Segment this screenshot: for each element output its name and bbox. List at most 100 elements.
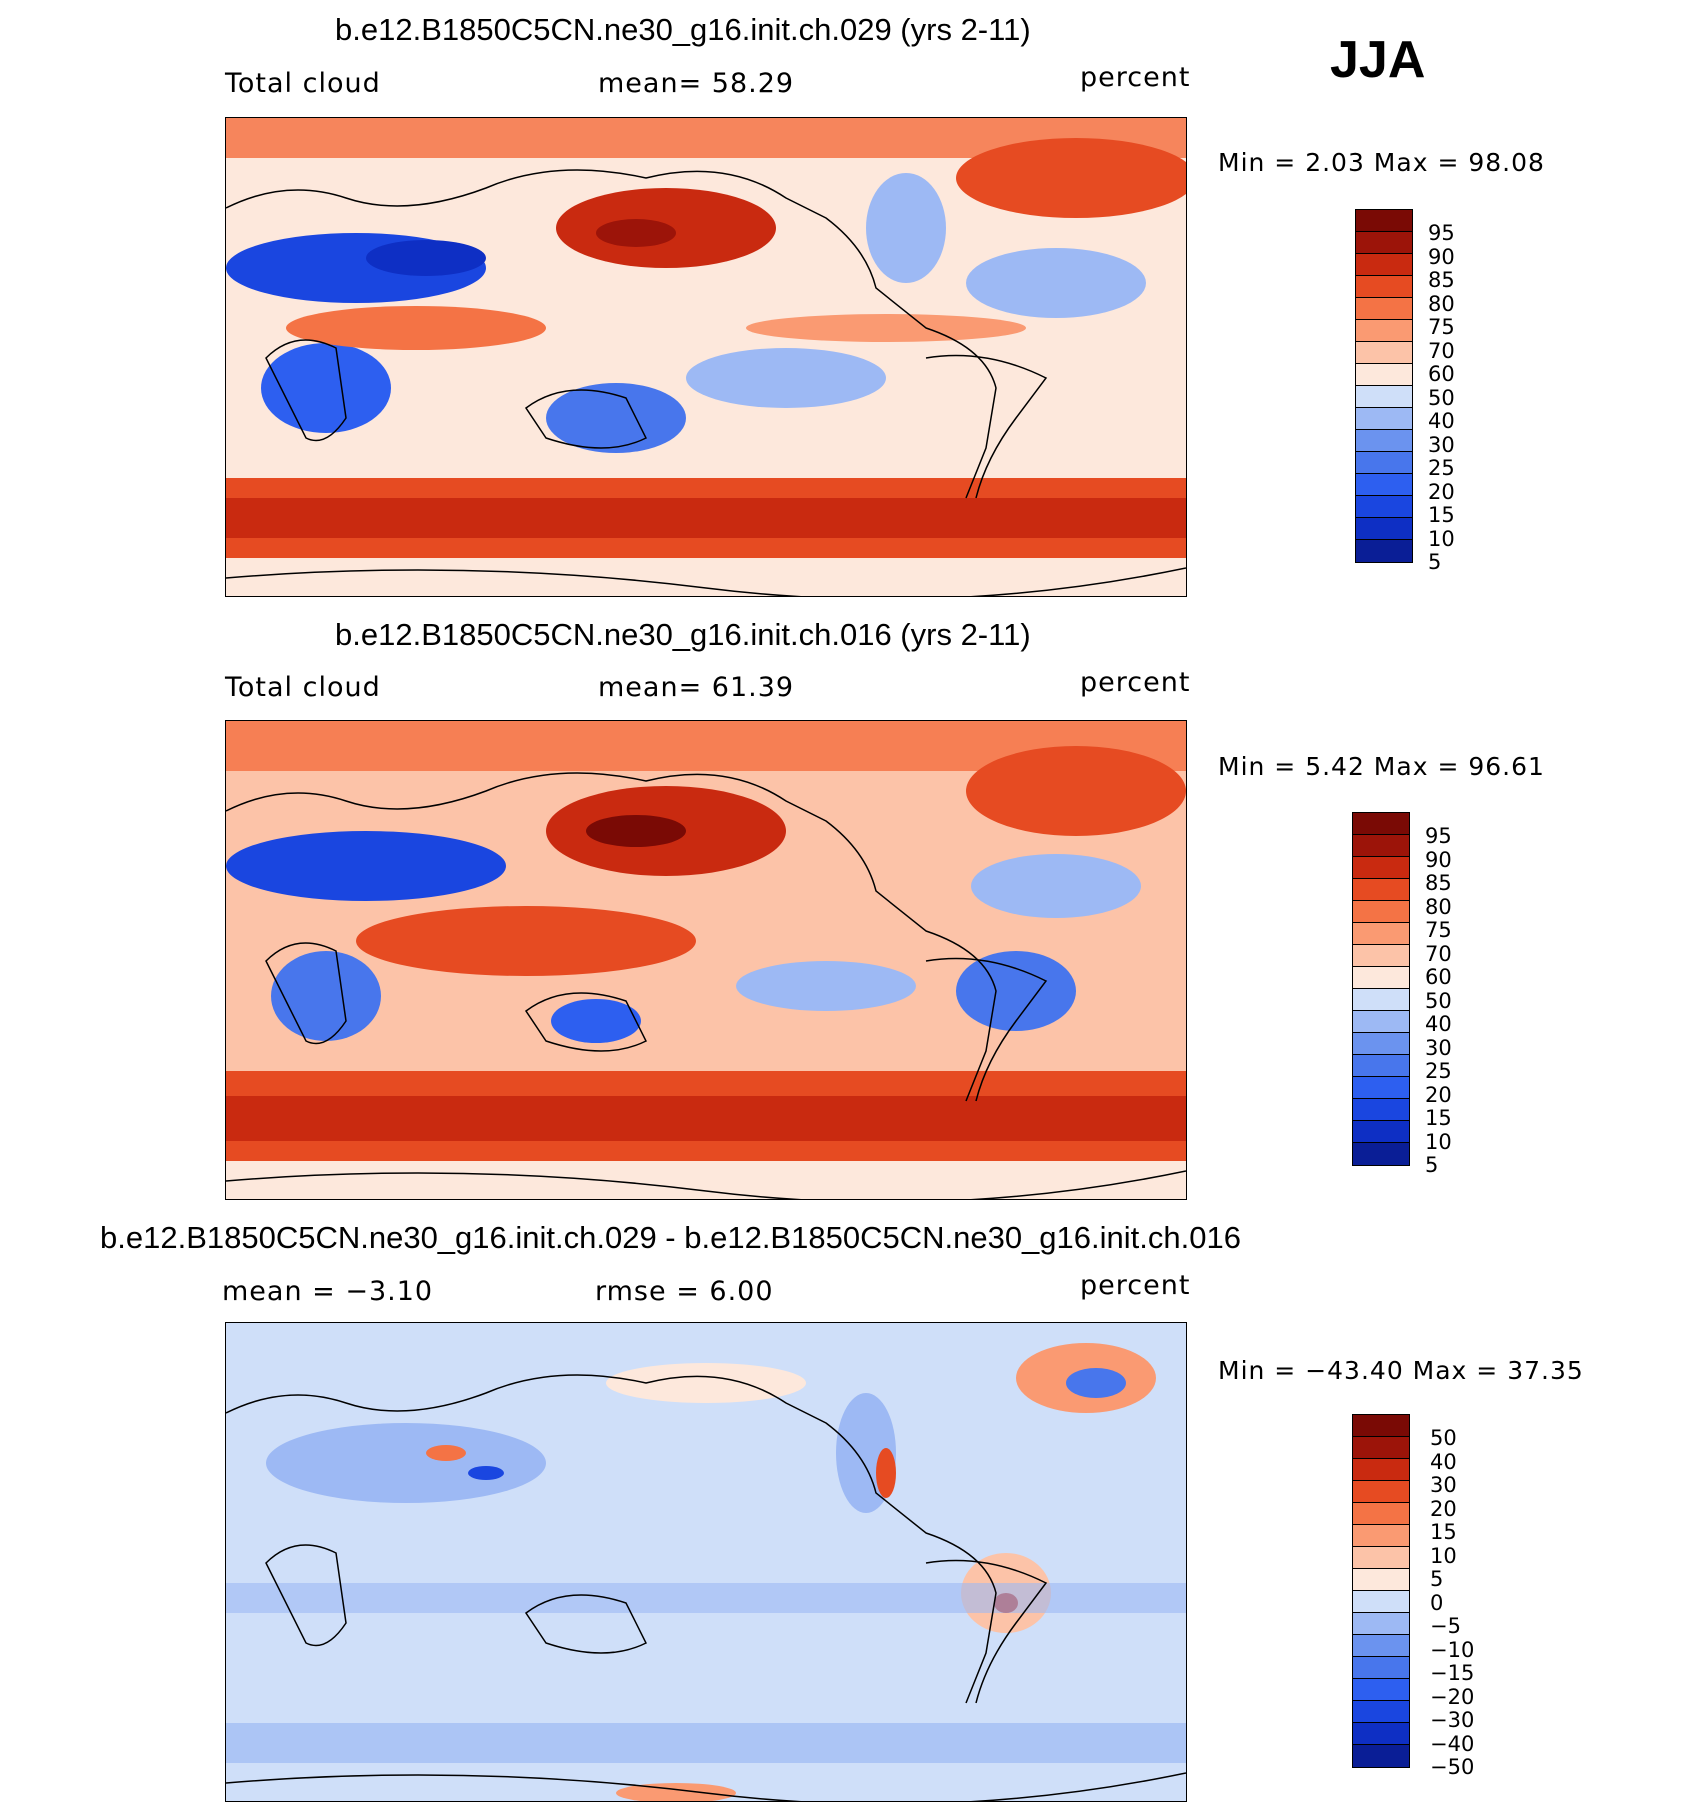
panel-2-colorbar-tick-label: 95: [1425, 824, 1452, 848]
panel-1-colorbar-box: [1356, 232, 1412, 254]
panel-2-colorbar-box: [1353, 1055, 1409, 1077]
panel-3-colorbar-box: [1353, 1415, 1409, 1437]
panel-3-map: [225, 1322, 1187, 1802]
panel-1-colorbar-box: [1356, 496, 1412, 518]
panel-3-colorbar-tick-label: −40: [1430, 1731, 1475, 1756]
panel-1-min-max: Min = 2.03 Max = 98.08: [1218, 148, 1545, 177]
panel-2-colorbar-box: [1353, 857, 1409, 879]
panel-2-colorbar-tick-label: 75: [1425, 918, 1452, 942]
panel-3-colorbar-tick-label: −15: [1430, 1661, 1475, 1685]
panel-1-colorbar-tick-label: 5: [1428, 550, 1442, 574]
panel-2-colorbar-tick-label: 20: [1425, 1082, 1452, 1107]
panel-3-colorbar-tick-label: 0: [1430, 1590, 1444, 1615]
panel-2-colorbar-tick-label: 40: [1425, 1012, 1452, 1036]
panel-2-colorbar-box: [1353, 989, 1409, 1011]
panel-1-colorbar-box: [1356, 474, 1412, 496]
panel-3-colorbar-box: [1353, 1745, 1409, 1767]
panel-2-colorbar-box: [1353, 879, 1409, 901]
panel-2-colorbar-box: [1353, 1077, 1409, 1099]
panel-1-colorbar-labels: 95 90 85 80 75 70 60 50 40 30 25 20 15 10 5: [1428, 221, 1455, 575]
panel-3-colorbar-tick-label: −20: [1430, 1684, 1475, 1709]
panel-2-colorbar-tick-label: 10: [1425, 1129, 1452, 1154]
panel-1-colorbar-box: [1356, 408, 1412, 430]
panel-1-colorbar-box: [1356, 452, 1412, 474]
panel-3-colorbar-box: [1353, 1635, 1409, 1657]
panel-3-colorbar-box: [1353, 1481, 1409, 1503]
panel-2-colorbar-tick-label: 90: [1425, 847, 1452, 872]
panel-2-colorbar-box: [1353, 835, 1409, 857]
panel-1-colorbar-tick-label: 15: [1428, 503, 1455, 527]
panel-1-colorbar-tick-label: 85: [1428, 268, 1455, 292]
panel-3-colorbar-tick-label: −5: [1430, 1614, 1461, 1638]
panel-1-colorbar-tick-label: 75: [1428, 315, 1455, 339]
panel-3-colorbar-box: [1353, 1547, 1409, 1569]
panel-1-colorbar-tick-label: 30: [1428, 432, 1455, 457]
panel-2-mean-label: mean= 61.39: [598, 672, 795, 703]
panel-3-colorbar-tick-label: −30: [1430, 1708, 1475, 1732]
panel-2-map: [225, 720, 1187, 1200]
panel-3-units-label: percent: [1080, 1270, 1191, 1301]
panel-2-colorbar-box: [1353, 901, 1409, 923]
panel-1-colorbar-box: [1356, 540, 1412, 562]
panel-2-title: b.e12.B1850C5CN.ne30_g16.init.ch.016 (yr…: [335, 617, 1031, 652]
panel-2-colorbar-tick-label: 70: [1425, 941, 1452, 966]
panel-1-colorbar-box: [1356, 298, 1412, 320]
panel-2-colorbar-box: [1353, 1121, 1409, 1143]
panel-1-colorbar-tick-label: 50: [1428, 385, 1455, 410]
panel-1-colorbar-tick-label: 60: [1428, 362, 1455, 386]
panel-3-title: b.e12.B1850C5CN.ne30_g16.init.ch.029 - b…: [100, 1220, 1241, 1255]
panel-2-map-plot: [226, 721, 1186, 1199]
panel-3-colorbar-tick-label: 10: [1430, 1543, 1457, 1568]
panel-3-colorbar-tick-label: −50: [1430, 1755, 1475, 1779]
panel-1-colorbar-box: [1356, 430, 1412, 452]
panel-2-colorbar-labels: 95 90 85 80 75 70 60 50 40 30 25 20 15 10 5: [1425, 824, 1452, 1178]
panel-1-colorbar-box: [1356, 320, 1412, 342]
panel-3-colorbar-tick-label: 30: [1430, 1473, 1457, 1497]
panel-1-title: b.e12.B1850C5CN.ne30_g16.init.ch.029 (yr…: [335, 12, 1031, 47]
panel-2-colorbar-box: [1353, 967, 1409, 989]
panel-3-colorbar-box: [1353, 1503, 1409, 1525]
panel-3-min-max: Min = −43.40 Max = 37.35: [1218, 1356, 1584, 1385]
panel-2-colorbar-box: [1353, 1011, 1409, 1033]
panel-1-colorbar-box: [1356, 276, 1412, 298]
panel-2-variable-label: Total cloud: [225, 672, 381, 703]
panel-3-colorbar-box: [1353, 1437, 1409, 1459]
panel-1-colorbar-tick-label: 20: [1428, 479, 1455, 504]
panel-1-variable-label: Total cloud: [225, 68, 381, 99]
panel-1-colorbar-box: [1356, 342, 1412, 364]
panel-1-colorbar-tick-label: 10: [1428, 526, 1455, 551]
panel-1-colorbar-tick-label: 25: [1428, 456, 1455, 480]
panel-3-colorbar-box: [1353, 1591, 1409, 1613]
panel-3-rmse-label: rmse = 6.00: [595, 1276, 774, 1307]
panel-2-colorbar-tick-label: 50: [1425, 988, 1452, 1013]
panel-2-colorbar-tick-label: 5: [1425, 1153, 1439, 1177]
panel-2-colorbar: [1352, 812, 1410, 1166]
panel-2-colorbar-box: [1353, 1099, 1409, 1121]
panel-2-colorbar-box: [1353, 813, 1409, 835]
panel-1-colorbar-tick-label: 40: [1428, 409, 1455, 433]
panel-3-colorbar-box: [1353, 1657, 1409, 1679]
panel-2-colorbar-box: [1353, 1143, 1409, 1165]
panel-1-colorbar-tick-label: 90: [1428, 244, 1455, 269]
panel-2-colorbar-tick-label: 60: [1425, 965, 1452, 989]
panel-2-colorbar-box: [1353, 1033, 1409, 1055]
panel-3-colorbar-tick-label: −10: [1430, 1637, 1475, 1662]
panel-1-colorbar-tick-label: 70: [1428, 338, 1455, 363]
panel-1-colorbar: [1355, 209, 1413, 563]
panel-2-colorbar-box: [1353, 923, 1409, 945]
panel-2-min-max: Min = 5.42 Max = 96.61: [1218, 752, 1545, 781]
panel-1-colorbar-tick-label: 80: [1428, 291, 1455, 316]
panel-3-mean-label: mean = −3.10: [222, 1276, 434, 1307]
panel-1-mean-label: mean= 58.29: [598, 68, 795, 99]
panel-1-colorbar-box: [1356, 364, 1412, 386]
panel-3-colorbar-box: [1353, 1569, 1409, 1591]
panel-3-colorbar-box: [1353, 1679, 1409, 1701]
panel-1-colorbar-box: [1356, 254, 1412, 276]
panel-3-colorbar-box: [1353, 1525, 1409, 1547]
panel-3-colorbar-labels: 50 40 30 20 15 10 5 0 −5 −10 −15 −20 −30 −40 −50: [1430, 1426, 1475, 1780]
panel-2-colorbar-tick-label: 15: [1425, 1106, 1452, 1130]
panel-3-colorbar-box: [1353, 1459, 1409, 1481]
panel-3-colorbar-tick-label: 50: [1430, 1426, 1457, 1450]
panel-1-units-label: percent: [1080, 62, 1191, 93]
panel-1-colorbar-box: [1356, 210, 1412, 232]
